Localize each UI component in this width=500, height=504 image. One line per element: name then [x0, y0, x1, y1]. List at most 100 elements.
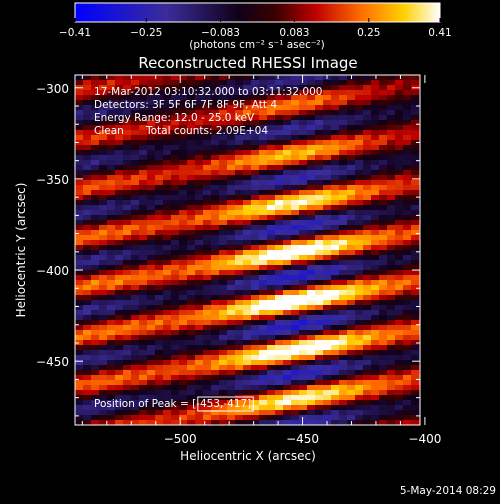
heatmap-cell — [187, 180, 196, 186]
heatmap-cell — [387, 400, 396, 406]
heatmap-cell — [219, 90, 228, 96]
heatmap-cell — [355, 185, 364, 191]
heatmap-cell — [227, 175, 236, 181]
heatmap-cell — [299, 330, 308, 336]
heatmap-cell — [171, 385, 180, 391]
heatmap-cell — [379, 160, 388, 166]
heatmap-cell — [371, 255, 380, 261]
heatmap-cell — [99, 120, 108, 126]
heatmap-cell — [299, 390, 308, 396]
heatmap-cell — [395, 130, 404, 136]
heatmap-cell — [115, 365, 124, 371]
heatmap-cell — [83, 185, 92, 191]
heatmap-cell — [323, 355, 332, 361]
heatmap-cell — [267, 415, 276, 421]
heatmap-cell — [187, 310, 196, 316]
heatmap-cell — [355, 325, 364, 331]
heatmap-cell — [267, 150, 276, 156]
heatmap-cell — [275, 170, 284, 176]
heatmap-cell — [155, 150, 164, 156]
heatmap-cell — [235, 345, 244, 351]
heatmap-cell — [371, 335, 380, 341]
heatmap-cell — [243, 415, 252, 421]
heatmap-cell — [371, 330, 380, 336]
heatmap-cell — [75, 325, 84, 331]
heatmap-cell — [99, 330, 108, 336]
heatmap-cell — [411, 115, 420, 121]
heatmap-cell — [299, 170, 308, 176]
heatmap-cell — [91, 400, 100, 406]
heatmap-cell — [147, 335, 156, 341]
heatmap-cell — [275, 105, 284, 111]
heatmap-cell — [227, 240, 236, 246]
heatmap-cell — [155, 175, 164, 181]
heatmap-cell — [363, 345, 372, 351]
heatmap-cell — [323, 130, 332, 136]
heatmap-cell — [371, 165, 380, 171]
heatmap-cell — [75, 205, 84, 211]
heatmap-cell — [99, 180, 108, 186]
heatmap-cell — [379, 145, 388, 151]
heatmap-cell — [411, 305, 420, 311]
chart-title: Reconstructed RHESSI Image — [138, 54, 357, 72]
heatmap-cell — [211, 175, 220, 181]
heatmap-cell — [139, 345, 148, 351]
heatmap-cell — [163, 280, 172, 286]
heatmap-cell — [235, 370, 244, 376]
heatmap-cell — [131, 275, 140, 281]
heatmap-cell — [363, 305, 372, 311]
heatmap-cell — [355, 320, 364, 326]
heatmap-cell — [99, 350, 108, 356]
heatmap-cell — [291, 100, 300, 106]
x-axis-label: Heliocentric X (arcsec) — [180, 449, 316, 463]
heatmap-cell — [379, 140, 388, 146]
heatmap-cell — [219, 145, 228, 151]
heatmap-cell — [99, 300, 108, 306]
heatmap-cell — [387, 195, 396, 201]
heatmap-cell — [115, 260, 124, 266]
heatmap-cell — [411, 260, 420, 266]
y-tick-label: −300 — [36, 82, 69, 96]
heatmap-cell — [243, 285, 252, 291]
heatmap-cell — [211, 340, 220, 346]
heatmap-cell — [387, 275, 396, 281]
heatmap-cell — [379, 130, 388, 136]
heatmap-cell — [355, 335, 364, 341]
heatmap-cell — [371, 325, 380, 331]
heatmap-cell — [339, 135, 348, 141]
heatmap-cell — [267, 330, 276, 336]
heatmap-cell — [99, 100, 108, 106]
heatmap-cell — [163, 395, 172, 401]
heatmap-cell — [219, 230, 228, 236]
heatmap-cell — [203, 410, 212, 416]
heatmap-cell — [331, 420, 340, 425]
heatmap-cell — [411, 415, 420, 421]
heatmap-cell — [147, 175, 156, 181]
heatmap-cell — [219, 150, 228, 156]
heatmap-cell — [107, 375, 116, 381]
heatmap-cell — [379, 115, 388, 121]
heatmap-cell — [179, 305, 188, 311]
heatmap-cell — [379, 100, 388, 106]
heatmap-cell — [347, 265, 356, 271]
heatmap-cell — [363, 385, 372, 391]
heatmap-cell — [275, 370, 284, 376]
heatmap-cell — [315, 215, 324, 221]
heatmap-cell — [267, 410, 276, 416]
heatmap-cell — [131, 270, 140, 276]
heatmap-cell — [403, 140, 412, 146]
heatmap-cell — [355, 280, 364, 286]
heatmap-cell — [411, 205, 420, 211]
heatmap-cell — [299, 100, 308, 106]
heatmap-cell — [107, 300, 116, 306]
heatmap-cell — [371, 305, 380, 311]
heatmap-cell — [363, 95, 372, 101]
heatmap-cell — [267, 115, 276, 121]
heatmap-cell — [291, 200, 300, 206]
heatmap-cell — [227, 130, 236, 136]
heatmap-cell — [139, 415, 148, 421]
heatmap-cell — [331, 385, 340, 391]
heatmap-cell — [147, 235, 156, 241]
heatmap-cell — [403, 265, 412, 271]
heatmap-cell — [315, 125, 324, 131]
